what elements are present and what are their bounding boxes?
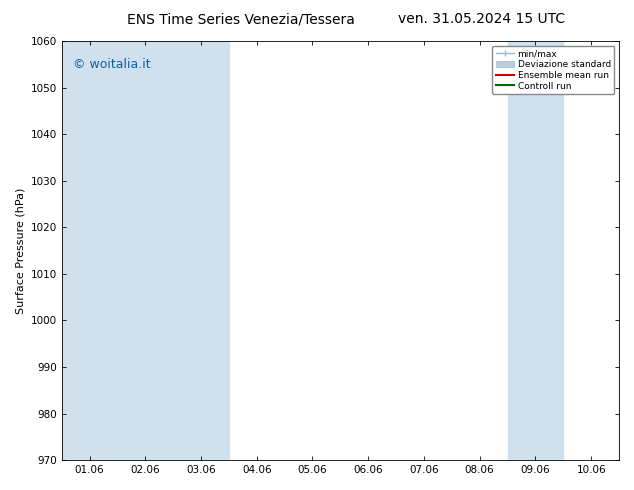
Legend: min/max, Deviazione standard, Ensemble mean run, Controll run: min/max, Deviazione standard, Ensemble m… (493, 46, 614, 94)
Bar (61, 41, 229, 460)
Bar (508, 41, 563, 460)
Text: ENS Time Series Venezia/Tessera: ENS Time Series Venezia/Tessera (127, 12, 355, 26)
Bar (619, 41, 634, 460)
Text: © woitalia.it: © woitalia.it (73, 58, 150, 71)
Text: ven. 31.05.2024 15 UTC: ven. 31.05.2024 15 UTC (398, 12, 566, 26)
Y-axis label: Surface Pressure (hPa): Surface Pressure (hPa) (15, 187, 25, 314)
